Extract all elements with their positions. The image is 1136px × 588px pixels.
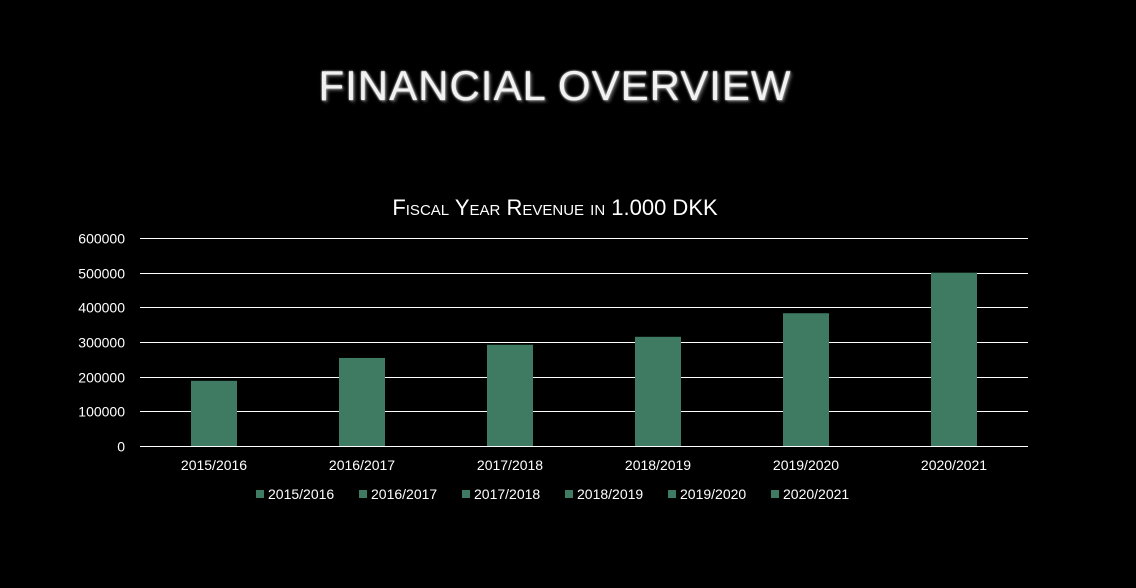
chart-title: Fiscal Year Revenue in 1.000 DKK (392, 195, 718, 220)
gridlines (140, 238, 1028, 447)
x-tick-label: 2019/2020 (773, 457, 839, 473)
legend-entry-label: 2020/2021 (783, 486, 849, 502)
x-tick-label: 2017/2018 (477, 457, 543, 473)
x-tick-label: 2018/2019 (625, 457, 691, 473)
legend-swatch (462, 490, 470, 498)
bar-2020-2021 (931, 272, 977, 446)
y-tick-label: 100000 (78, 404, 125, 420)
x-tick-label: 2020/2021 (921, 457, 987, 473)
x-axis-tick-labels: 2015/2016 2016/2017 2017/2018 2018/2019 2019… (181, 457, 987, 473)
legend: 2015/2016 2016/2017 2017/2018 2018/2019 2019… (256, 486, 849, 502)
bar-2016-2017 (339, 357, 385, 446)
legend-entry-label: 2018/2019 (577, 486, 643, 502)
legend-entry-label: 2015/2016 (268, 486, 334, 502)
bars (191, 272, 977, 446)
legend-entry-label: 2017/2018 (474, 486, 540, 502)
bar-2015-2016 (191, 380, 237, 446)
legend-entry-label: 2019/2020 (680, 486, 746, 502)
slide-title: FINANCIAL OVERVIEW (318, 62, 792, 109)
legend-entry-label: 2016/2017 (371, 486, 437, 502)
x-tick-label: 2015/2016 (181, 457, 247, 473)
y-tick-label: 200000 (78, 370, 125, 386)
bar-2018-2019 (635, 336, 681, 446)
y-tick-label: 600000 (78, 231, 125, 247)
bar-2019-2020 (783, 313, 829, 446)
y-axis-tick-labels: 0 100000 200000 300000 400000 500000 600000 (78, 231, 125, 455)
y-tick-label: 0 (117, 439, 125, 455)
legend-swatch (771, 490, 779, 498)
legend-swatch (359, 490, 367, 498)
legend-swatch (565, 490, 573, 498)
bar-2017-2018 (487, 344, 533, 446)
y-tick-label: 400000 (78, 300, 125, 316)
y-tick-label: 500000 (78, 266, 125, 282)
legend-swatch (668, 490, 676, 498)
x-tick-label: 2016/2017 (329, 457, 395, 473)
legend-swatch (256, 490, 264, 498)
y-tick-label: 300000 (78, 335, 125, 351)
